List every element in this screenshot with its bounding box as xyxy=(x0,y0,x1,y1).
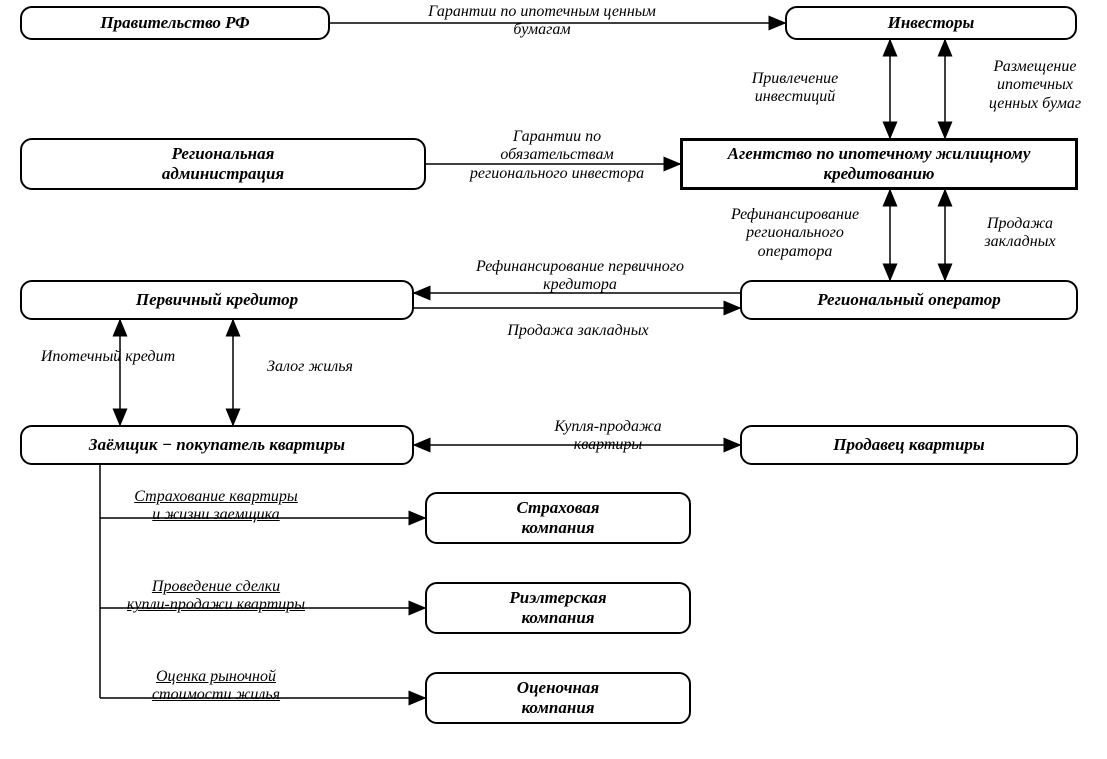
node-realtor: Риэлтерская компания xyxy=(425,582,691,634)
label-regional-agency: Гарантии по обязательствам регионального… xyxy=(442,128,672,183)
node-borrower: Заёмщик − покупатель квартиры xyxy=(20,425,414,465)
node-government: Правительство РФ xyxy=(20,6,330,40)
node-seller: Продавец квартиры xyxy=(740,425,1078,465)
label-gov-investors: Гарантии по ипотечным ценным бумагам xyxy=(392,3,692,40)
node-agency: Агентство по ипотечному жилищному кредит… xyxy=(680,138,1078,190)
node-insurance: Страховая компания xyxy=(425,492,691,544)
label-attract: Привлечение инвестиций xyxy=(720,70,870,107)
node-regional-admin: Региональная администрация xyxy=(20,138,426,190)
node-primary-lender: Первичный кредитор xyxy=(20,280,414,320)
edges-layer xyxy=(0,0,1107,759)
label-collateral: Залог жилья xyxy=(250,358,370,376)
label-appraisal: Оценка рыночной стоимости жилья xyxy=(106,668,326,705)
label-placement: Размещение ипотечных ценных бумаг xyxy=(960,58,1107,113)
flowchart: Правительство РФ Инвесторы Региональная … xyxy=(0,0,1107,759)
label-realtor: Проведение сделки купли-продажи квартиры xyxy=(106,578,326,615)
node-regional-operator: Региональный оператор xyxy=(740,280,1078,320)
label-insurance: Страхование квартиры и жизни заемщика xyxy=(106,488,326,525)
label-purchase: Купля-продажа квартиры xyxy=(518,418,698,455)
label-mortgage-credit: Ипотечный кредит xyxy=(28,348,188,366)
node-appraisal: Оценочная компания xyxy=(425,672,691,724)
label-sale-mort1: Продажа закладных xyxy=(960,215,1080,252)
label-refin-regop: Рефинансирование регионального оператора xyxy=(710,206,880,261)
node-investors: Инвесторы xyxy=(785,6,1077,40)
label-sale-mort2: Продажа закладных xyxy=(478,322,678,340)
label-refin-primary: Рефинансирование первичного кредитора xyxy=(440,258,720,295)
